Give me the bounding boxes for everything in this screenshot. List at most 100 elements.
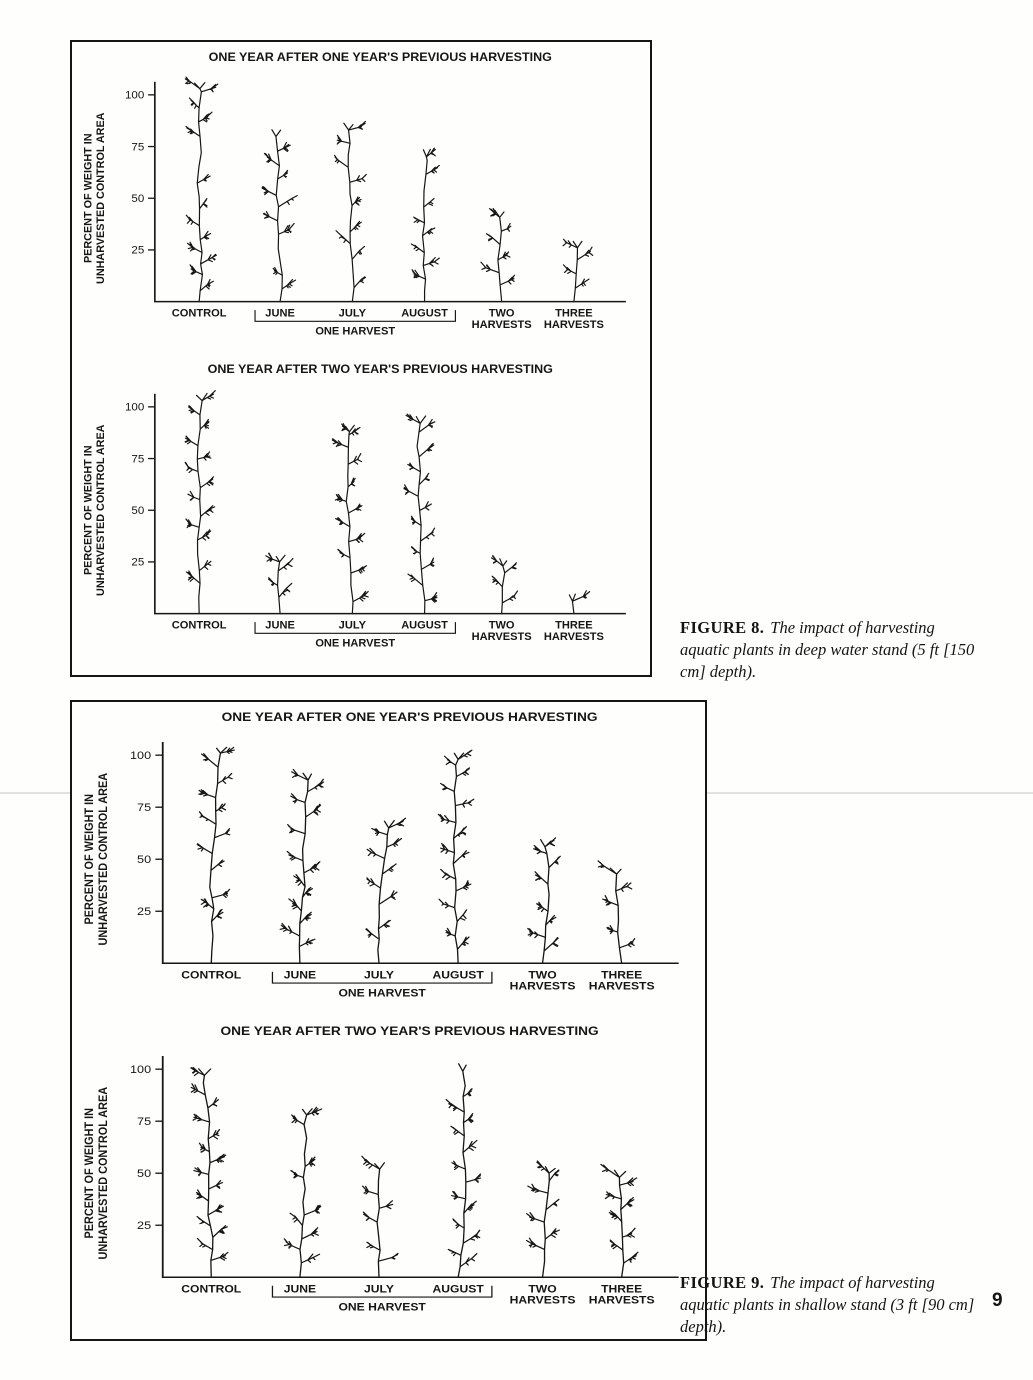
y-tick-label: 50 <box>131 193 144 205</box>
plant-glyph <box>600 1163 639 1278</box>
plant-glyph <box>361 1155 399 1278</box>
y-tick-label: 50 <box>131 505 144 517</box>
plant-glyph <box>410 147 440 303</box>
axes <box>154 81 626 303</box>
plant-glyph <box>365 817 407 964</box>
group-bracket-label: ONE HARVEST <box>315 638 395 650</box>
y-axis-label: PERCENT OF WEIGHT INUNHARVESTED CONTROL … <box>84 772 110 945</box>
x-category-label: AUGUST <box>401 620 448 632</box>
plant-glyph <box>568 590 591 615</box>
plant-glyph <box>261 129 298 303</box>
y-tick-label: 100 <box>130 1063 151 1076</box>
chart-canvas: ONE YEAR AFTER TWO YEAR'S PREVIOUS HARVE… <box>82 362 626 650</box>
figure8-caption-label: FIGURE 8. <box>680 618 765 637</box>
chart-title: ONE YEAR AFTER ONE YEAR'S PREVIOUS HARVE… <box>222 710 598 724</box>
x-category-label: CONTROL <box>181 1284 241 1295</box>
plant-glyph <box>403 413 438 615</box>
figure9-caption: FIGURE 9. The impact of harvesting aquati… <box>680 1272 978 1338</box>
x-category-label: JULY <box>364 970 394 981</box>
x-category-label: AUGUST <box>401 308 448 320</box>
plant-glyph <box>490 554 519 615</box>
plant-glyph <box>527 837 561 964</box>
group-bracket <box>254 622 456 634</box>
y-tick-label: 25 <box>137 1219 151 1232</box>
figure9-panel: ONE YEAR AFTER ONE YEAR'S PREVIOUS HARVE… <box>70 700 707 1341</box>
plant-glyph <box>445 1063 482 1278</box>
y-tick-label: 100 <box>130 749 151 762</box>
figure9-caption-label: FIGURE 9. <box>680 1273 765 1292</box>
x-category-label: JUNE <box>284 1284 317 1295</box>
chart-title: ONE YEAR AFTER TWO YEAR'S PREVIOUS HARVE… <box>221 1024 599 1038</box>
x-category-label: JUNE <box>265 308 295 320</box>
plant-glyph <box>196 746 235 964</box>
plant-glyph <box>525 1160 560 1278</box>
x-category-label: TWO HARVESTS <box>472 620 532 643</box>
y-tick-label: 75 <box>137 801 151 814</box>
y-axis-label: PERCENT OF WEIGHT INUNHARVESTED CONTROL … <box>82 112 107 284</box>
y-tick-label: 50 <box>137 1167 151 1180</box>
x-category-label: JULY <box>339 308 367 320</box>
plant-glyph <box>184 76 219 303</box>
x-category-label: CONTROL <box>172 308 227 320</box>
x-category-label: THREE HARVESTS <box>589 1284 655 1307</box>
x-category-label: CONTROL <box>181 970 241 981</box>
chart-canvas: ONE YEAR AFTER TWO YEAR'S PREVIOUS HARVE… <box>84 1024 679 1313</box>
y-tick-label: 25 <box>131 557 144 569</box>
plant-glyph <box>184 390 216 615</box>
plant-glyph <box>480 207 516 303</box>
y-axis-label: PERCENT OF WEIGHT INUNHARVESTED CONTROL … <box>82 424 107 596</box>
chart-title: ONE YEAR AFTER ONE YEAR'S PREVIOUS HARVE… <box>209 50 552 64</box>
chart-title: ONE YEAR AFTER TWO YEAR'S PREVIOUS HARVE… <box>208 362 553 376</box>
plant-glyph <box>265 552 294 615</box>
x-category-label: THREE HARVESTS <box>544 308 604 331</box>
plant-glyph <box>279 768 325 964</box>
x-category-label: JULY <box>364 1284 394 1295</box>
chart-canvas: ONE YEAR AFTER ONE YEAR'S PREVIOUS HARVE… <box>84 710 679 999</box>
figure8-chart-top: ONE YEAR AFTER ONE YEAR'S PREVIOUS HARVE… <box>72 46 650 358</box>
plant-glyph <box>597 860 636 964</box>
axes <box>154 393 626 615</box>
group-bracket-label: ONE HARVEST <box>338 1302 425 1313</box>
x-category-label: THREE HARVESTS <box>544 620 604 643</box>
plant-glyph <box>333 120 367 303</box>
y-tick-label: 50 <box>137 853 151 866</box>
group-bracket-label: ONE HARVEST <box>315 326 395 338</box>
x-category-label: AUGUST <box>433 970 484 981</box>
figure9-chart-bottom: ONE YEAR AFTER TWO YEAR'S PREVIOUS HARVE… <box>72 1020 705 1334</box>
y-tick-label: 75 <box>131 453 144 465</box>
group-bracket <box>271 971 493 984</box>
figure8-caption: FIGURE 8. The impact of harvesting aquati… <box>680 617 978 683</box>
x-category-label: THREE HARVESTS <box>589 970 655 993</box>
plant-glyph <box>331 423 369 615</box>
axes <box>161 1055 679 1279</box>
page-number: 9 <box>992 1290 1003 1311</box>
group-bracket <box>271 1285 493 1298</box>
figure9-chart-top: ONE YEAR AFTER ONE YEAR'S PREVIOUS HARVE… <box>72 706 705 1020</box>
chart-canvas: ONE YEAR AFTER ONE YEAR'S PREVIOUS HARVE… <box>82 50 626 338</box>
y-axis-label: PERCENT OF WEIGHT INUNHARVESTED CONTROL … <box>84 1086 110 1259</box>
axes <box>161 741 679 965</box>
figure8-panel: ONE YEAR AFTER ONE YEAR'S PREVIOUS HARVE… <box>70 40 652 677</box>
y-tick-label: 75 <box>131 141 144 153</box>
x-category-label: TWO HARVESTS <box>472 308 532 331</box>
group-bracket-label: ONE HARVEST <box>338 988 425 999</box>
y-tick-label: 25 <box>137 905 151 918</box>
x-category-label: JUNE <box>284 970 317 981</box>
plant-glyph <box>283 1106 323 1278</box>
x-category-label: TWO HARVESTS <box>510 970 576 993</box>
group-bracket <box>254 310 456 322</box>
x-category-label: JUNE <box>265 620 295 632</box>
y-tick-label: 25 <box>131 245 144 257</box>
figure8-chart-bottom: ONE YEAR AFTER TWO YEAR'S PREVIOUS HARVE… <box>72 358 650 670</box>
plant-glyph <box>562 238 594 303</box>
x-category-label: AUGUST <box>433 1284 484 1295</box>
figure8-caption-text: The impact of harvesting aquatic plants … <box>680 618 975 681</box>
x-category-label: TWO HARVESTS <box>510 1284 576 1307</box>
x-category-label: CONTROL <box>172 620 227 632</box>
figure9-caption-text: The impact of harvesting aquatic plants … <box>680 1273 975 1336</box>
y-tick-label: 100 <box>125 90 144 102</box>
y-tick-label: 100 <box>125 402 144 414</box>
plant-glyph <box>190 1066 229 1278</box>
y-tick-label: 75 <box>137 1115 151 1128</box>
